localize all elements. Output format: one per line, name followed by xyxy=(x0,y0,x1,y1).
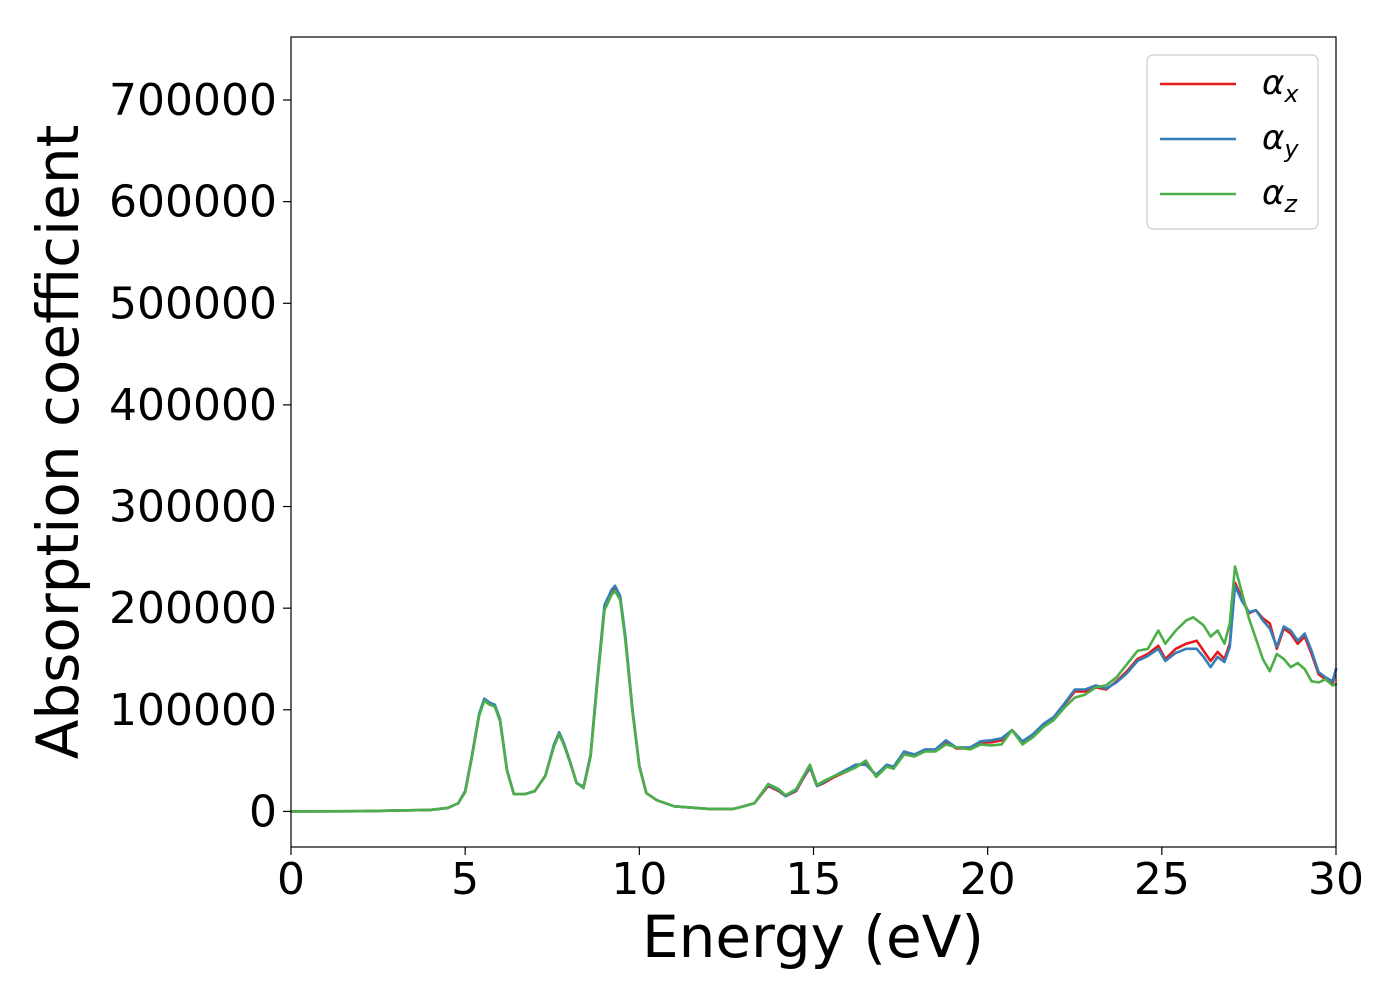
y-tick-label: 100000 xyxy=(109,685,277,736)
y-tick-label: 0 xyxy=(249,786,277,837)
y-tick-label: 300000 xyxy=(109,482,277,533)
y-tick-label: 500000 xyxy=(109,278,277,329)
y-tick-label: 200000 xyxy=(109,583,277,634)
x-tick-label: 20 xyxy=(960,854,1016,905)
x-tick-label: 25 xyxy=(1134,854,1190,905)
x-tick-label: 5 xyxy=(451,854,479,905)
legend-label-z: αz xyxy=(1262,173,1298,218)
x-tick-label: 15 xyxy=(786,854,842,905)
y-tick-label: 700000 xyxy=(109,75,277,126)
legend-label-y: αy xyxy=(1262,118,1299,163)
legend-label-x: αx xyxy=(1262,63,1299,108)
x-axis-label: Energy (eV) xyxy=(642,903,984,971)
x-tick-label: 0 xyxy=(277,854,305,905)
legend-box xyxy=(1146,54,1319,230)
y-tick-label: 600000 xyxy=(109,177,277,228)
x-axis: 0 5 10 15 20 25 30 xyxy=(277,847,1364,905)
x-tick-label: 10 xyxy=(611,854,667,905)
x-tick-label: 30 xyxy=(1308,854,1364,905)
legend: αx αy αz xyxy=(1146,54,1319,230)
y-axis-label: Absorption coefficient xyxy=(24,125,92,760)
y-tick-label: 400000 xyxy=(109,380,277,431)
y-axis: 0 100000 200000 300000 400000 500000 600000 700… xyxy=(109,75,291,837)
series-layer xyxy=(289,565,1338,813)
series-line-z xyxy=(289,565,1338,813)
